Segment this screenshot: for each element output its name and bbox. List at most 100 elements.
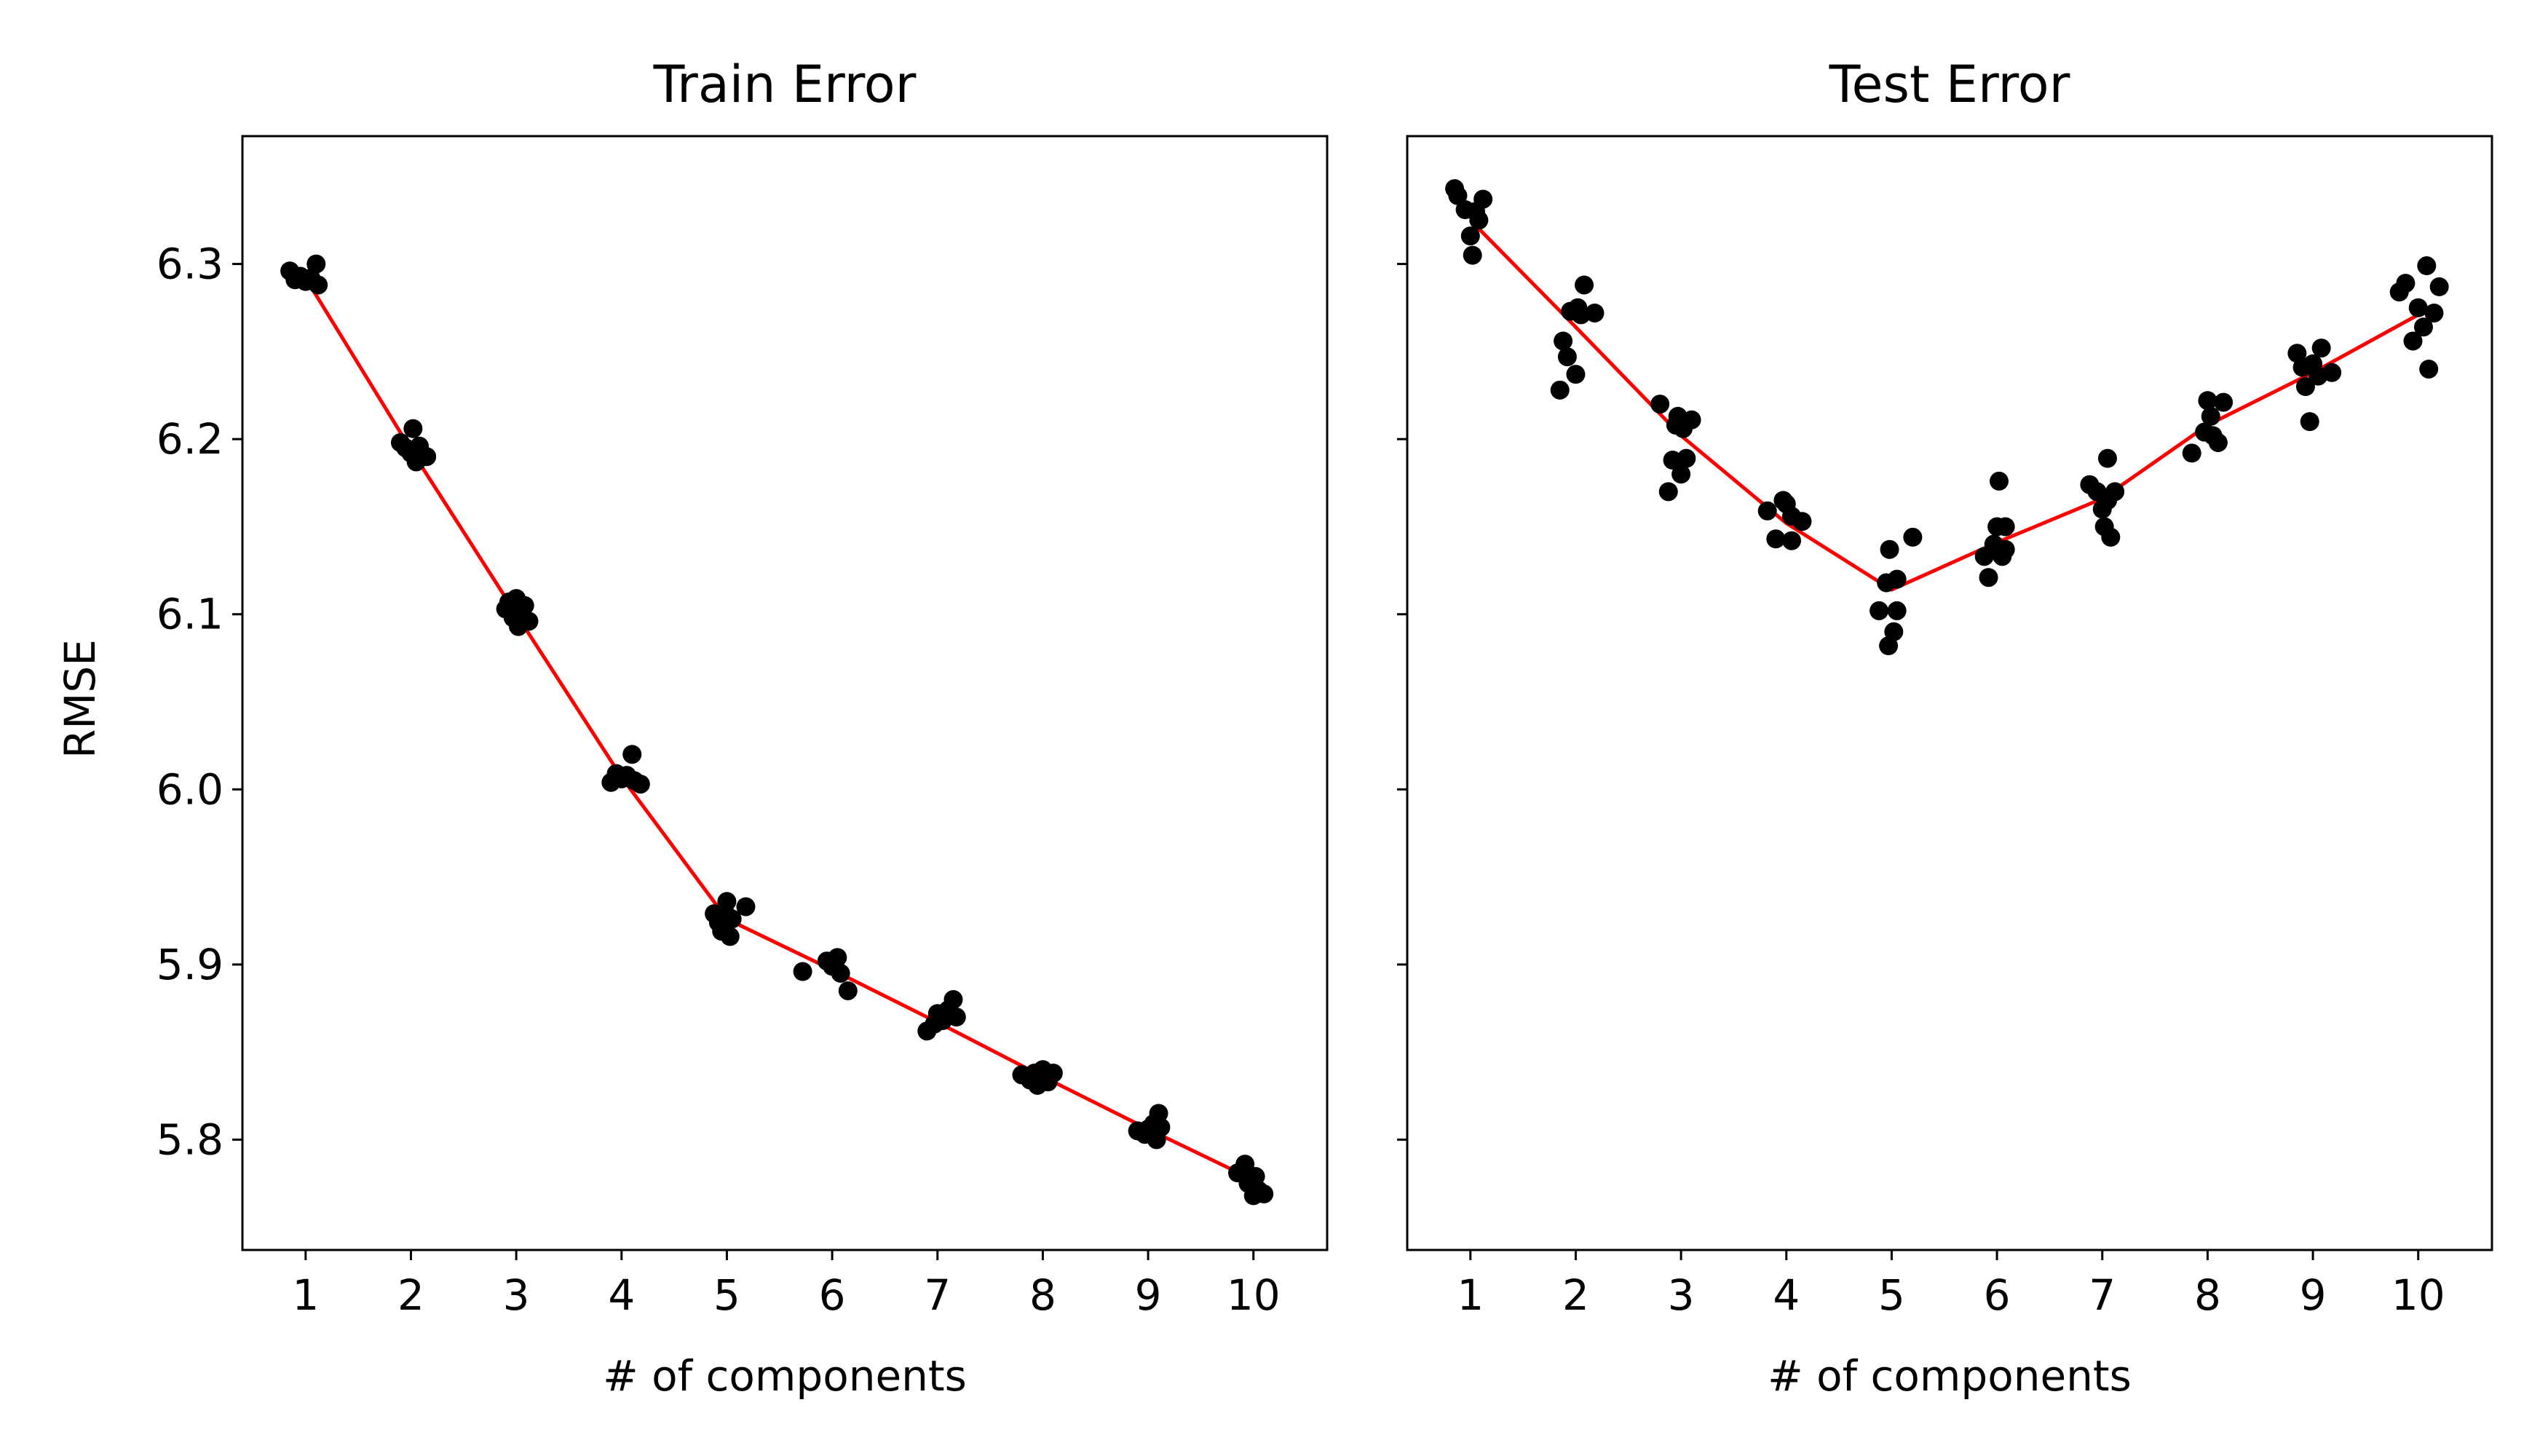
test-data-point — [1766, 529, 1786, 549]
test-xtick-label: 3 — [1668, 1270, 1695, 1320]
test-data-point — [1550, 380, 1570, 400]
test-data-point — [1566, 365, 1586, 384]
train-xtick-label: 6 — [819, 1270, 846, 1320]
train-data-point — [720, 927, 740, 946]
test-data-point — [2413, 317, 2433, 337]
test-data-point — [1557, 347, 1577, 367]
train-xtick-label: 2 — [397, 1270, 424, 1320]
train-data-point — [1149, 1104, 1168, 1123]
train-ytick-label: 6.0 — [157, 764, 223, 814]
train-ytick-label: 5.9 — [157, 940, 223, 989]
train-data-point — [717, 892, 737, 911]
train-axes-frame — [241, 135, 1329, 1251]
test-data-point — [2295, 377, 2315, 397]
train-data-point — [736, 897, 756, 917]
train-data-point — [630, 775, 650, 794]
train-data-point — [1151, 1117, 1171, 1137]
test-data-point — [1585, 303, 1605, 323]
test-data-point — [1473, 189, 1493, 209]
test-data-point — [2201, 406, 2220, 426]
test-data-point — [2101, 527, 2121, 547]
test-data-point — [2198, 391, 2217, 411]
test-data-point — [2182, 443, 2201, 463]
train-xtick-label: 5 — [713, 1270, 740, 1320]
test-xtick-label: 4 — [1773, 1270, 1800, 1320]
train-xtick-label: 4 — [608, 1270, 635, 1320]
train-data-point — [417, 447, 437, 467]
test-xtick-label: 10 — [2391, 1270, 2445, 1320]
test-data-point — [1887, 601, 1907, 620]
test-data-point — [1671, 464, 1691, 484]
test-axes-frame — [1406, 135, 2493, 1251]
test-data-point — [1677, 448, 1696, 468]
test-data-point — [2208, 432, 2228, 452]
test-data-point — [1979, 568, 1998, 587]
train-xlabel: # of components — [603, 1351, 967, 1401]
test-data-point — [2322, 363, 2342, 382]
train-ytick-label: 6.1 — [157, 590, 223, 639]
test-xtick-label: 9 — [2300, 1270, 2327, 1320]
test-xtick-label: 5 — [1878, 1270, 1905, 1320]
train-data-point — [793, 962, 812, 981]
train-mean-line — [304, 277, 1254, 1182]
train-data-point — [515, 596, 534, 615]
train-xtick-label: 9 — [1135, 1270, 1162, 1320]
test-error-panel: Test Error # of components 1 2 3 4 5 6 7 8 9 10 — [1397, 55, 2493, 1401]
train-ytick-label: 6.3 — [157, 240, 223, 289]
train-data-point — [1043, 1064, 1063, 1083]
train-data-point — [306, 254, 326, 274]
train-data-point — [943, 989, 963, 1009]
test-data-point — [1757, 501, 1777, 521]
test-data-point — [1658, 482, 1678, 502]
test-data-point — [2403, 331, 2423, 351]
train-ytick-label: 6.2 — [157, 414, 223, 464]
test-data-point — [1887, 569, 1907, 589]
train-data-point — [1254, 1184, 1274, 1204]
test-data-point — [1792, 512, 1812, 531]
train-data-point — [838, 981, 858, 1000]
test-xtick-label: 7 — [2089, 1270, 2116, 1320]
train-error-title: Train Error — [653, 55, 917, 114]
test-data-point — [1870, 601, 1889, 620]
test-data-point — [1682, 410, 1701, 430]
test-data-point — [1995, 517, 2015, 537]
test-data-point — [1575, 275, 1594, 295]
train-xtick-label: 1 — [292, 1270, 319, 1320]
test-data-point — [2097, 448, 2117, 468]
train-data-point — [519, 612, 539, 631]
train-ylabel: RMSE — [55, 639, 105, 759]
test-data-point — [1884, 622, 1904, 641]
test-data-point — [1782, 531, 1802, 550]
test-data-point — [1460, 226, 1480, 246]
train-data-point — [831, 963, 850, 983]
test-data-point — [2429, 277, 2449, 296]
test-data-point — [1903, 527, 1923, 547]
test-xtick-label: 8 — [2194, 1270, 2221, 1320]
train-error-panel: Train Error # of components RMSE 1 2 3 4 5 6 7… — [55, 55, 1329, 1401]
train-data-point — [722, 909, 742, 929]
test-data-point — [2424, 303, 2444, 323]
test-mean-line — [1469, 218, 2419, 592]
test-data-point — [2417, 256, 2437, 276]
train-xtick-label: 10 — [1227, 1270, 1281, 1320]
test-data-point — [1448, 186, 1468, 205]
train-xtick-label: 8 — [1029, 1270, 1056, 1320]
test-xtick-label: 2 — [1562, 1270, 1589, 1320]
test-data-point — [1463, 245, 1482, 265]
test-data-point — [2105, 482, 2125, 502]
test-data-point — [1989, 471, 2009, 491]
test-data-point — [2311, 339, 2331, 358]
test-plot-area: 1 2 3 4 5 6 7 8 9 10 — [1397, 179, 2449, 1320]
test-data-point — [1995, 539, 2015, 559]
test-error-title: Test Error — [1829, 55, 2070, 114]
test-xtick-label: 1 — [1457, 1270, 1484, 1320]
test-data-point — [2396, 274, 2416, 293]
test-data-point — [2300, 412, 2319, 432]
test-data-point — [1650, 395, 1670, 414]
train-data-point — [622, 745, 642, 764]
test-xtick-label: 6 — [1984, 1270, 2011, 1320]
train-ytick-label: 5.8 — [157, 1115, 223, 1164]
test-data-point — [1880, 539, 1899, 559]
train-data-point — [828, 948, 847, 968]
test-data-point — [1554, 331, 1573, 351]
